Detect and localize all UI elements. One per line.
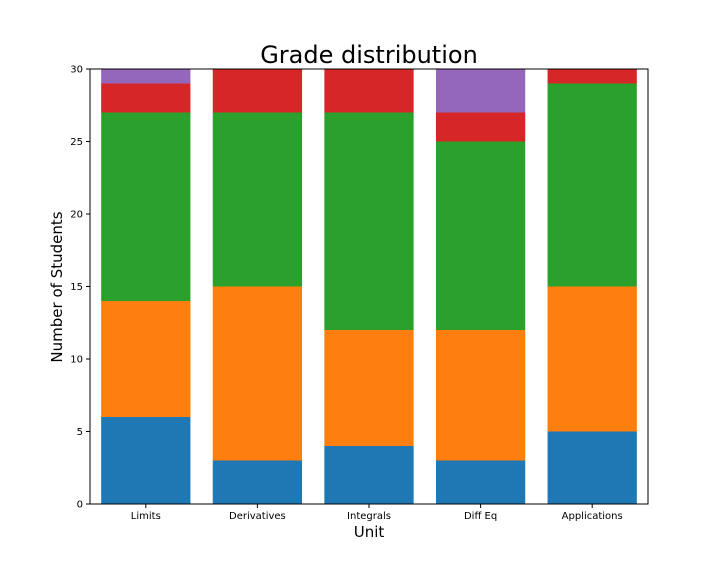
bar-segment xyxy=(101,69,191,84)
bar-segment xyxy=(435,112,526,142)
bars-group xyxy=(101,69,637,504)
y-tick-label: 15 xyxy=(70,282,83,293)
chart-title: Grade distribution xyxy=(260,41,478,69)
y-tick-label: 0 xyxy=(77,500,83,511)
x-tick-label: Integrals xyxy=(347,511,391,522)
x-axis-label: Unit xyxy=(354,523,385,541)
bar-segment xyxy=(547,431,637,504)
bar-segment xyxy=(435,141,526,330)
y-tick-label: 20 xyxy=(70,210,83,221)
bar-segment xyxy=(324,112,414,330)
y-tick-label: 25 xyxy=(70,137,83,148)
x-tick-label: Applications xyxy=(562,511,623,522)
x-tick-label: Diff Eq xyxy=(464,511,497,522)
y-axis: 0 5 10 15 20 25 30 xyxy=(70,65,90,511)
bar-segment xyxy=(212,286,303,461)
bar-segment xyxy=(212,460,303,504)
bar-segment xyxy=(324,330,414,446)
bar-segment xyxy=(435,460,526,504)
bar-segment xyxy=(324,69,414,113)
y-axis-label: Number of Students xyxy=(48,211,66,362)
bar-segment xyxy=(212,112,303,287)
bar-segment xyxy=(101,83,191,113)
bar-segment xyxy=(435,330,526,461)
bar-segment xyxy=(101,301,191,417)
bar-segment xyxy=(547,69,637,84)
y-tick-label: 5 xyxy=(77,427,83,438)
bar-segment xyxy=(212,69,303,113)
bar-segment xyxy=(101,417,191,504)
x-tick-label: Derivatives xyxy=(229,511,286,522)
bar-segment xyxy=(324,446,414,504)
x-tick-label: Limits xyxy=(131,511,161,522)
bar-segment xyxy=(547,83,637,287)
y-tick-label: 30 xyxy=(70,65,83,76)
bar-segment xyxy=(547,286,637,432)
x-axis: Limits Derivatives Integrals Diff Eq Applica… xyxy=(131,504,623,522)
bar-segment xyxy=(101,112,191,301)
y-tick-label: 10 xyxy=(70,355,83,366)
bar-segment xyxy=(435,69,526,113)
